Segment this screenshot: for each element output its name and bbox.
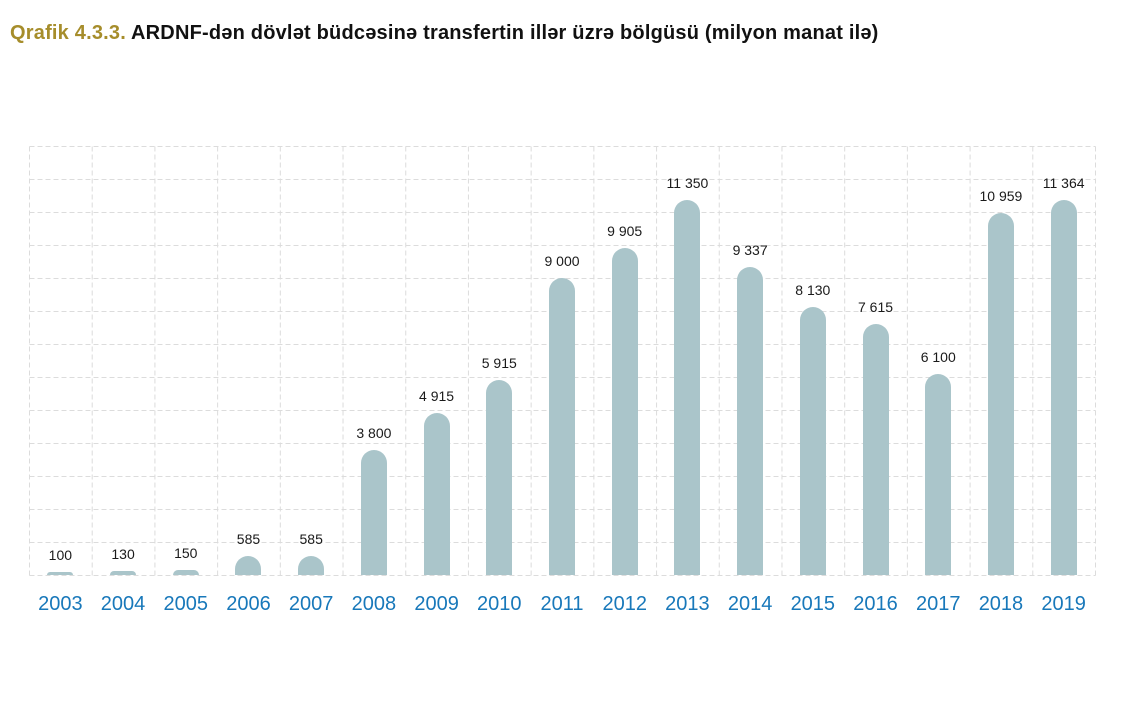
bar-2011 <box>549 278 575 575</box>
bar-value-2014: 9 337 <box>732 241 768 258</box>
x-axis-label-2010: 2010 <box>477 593 522 615</box>
bar-value-2013: 11 350 <box>666 175 709 192</box>
x-axis-label-2019: 2019 <box>1041 593 1086 615</box>
bar-value-2010: 5 915 <box>481 354 517 371</box>
x-axis-label-2005: 2005 <box>163 593 209 615</box>
bar-value-2003: 100 <box>48 546 73 563</box>
x-axis-label-2014: 2014 <box>727 593 773 615</box>
x-axis-label-2007: 2007 <box>288 593 334 615</box>
bar-2017 <box>925 373 952 575</box>
bar-2019 <box>1050 199 1077 575</box>
bar-2018 <box>987 213 1014 575</box>
bar-value-2015: 8 130 <box>795 281 831 298</box>
bar-2014 <box>737 266 764 575</box>
bar-value-2018: 10 959 <box>979 188 1023 205</box>
bar-2016 <box>862 323 889 575</box>
x-axis-label-2018: 2018 <box>978 593 1024 615</box>
bar-2004 <box>110 570 137 575</box>
x-axis-label-2016: 2016 <box>853 593 898 615</box>
x-axis-label-2006: 2006 <box>226 593 271 615</box>
bar-2007 <box>298 555 325 575</box>
chart-title-number: Qrafik 4.3.3. <box>10 22 126 44</box>
bar-value-2005: 150 <box>174 545 198 562</box>
bar-value-2008: 3 800 <box>356 424 392 441</box>
bar-2013 <box>674 200 701 575</box>
x-axis-label-2009: 2009 <box>414 593 459 615</box>
bar-2015 <box>799 306 826 575</box>
x-axis-label-2013: 2013 <box>665 593 710 615</box>
bar-value-2012: 9 905 <box>607 223 643 240</box>
bar-value-2007: 585 <box>299 530 323 547</box>
chart-title-text: ARDNF-dən dövlət büdcəsinə transfertin i… <box>126 22 879 44</box>
bar-2005 <box>172 570 199 575</box>
bar-value-2017: 6 100 <box>920 348 956 365</box>
bar-value-2019: 11 364 <box>1042 174 1085 191</box>
x-axis-label-2015: 2015 <box>790 593 836 615</box>
bar-value-2011: 9 000 <box>544 253 580 269</box>
bar-2006 <box>235 555 262 575</box>
bar-value-2004: 130 <box>111 545 135 562</box>
bar-2012 <box>611 248 638 575</box>
bar-2009 <box>423 412 450 575</box>
x-axis-label-2008: 2008 <box>351 593 397 615</box>
x-axis-label-2017: 2017 <box>915 593 961 615</box>
x-axis-label-2004: 2004 <box>100 593 146 615</box>
bar-2008 <box>360 449 387 575</box>
bar-value-2009: 4 915 <box>419 387 455 404</box>
bar-value-2006: 585 <box>236 530 261 547</box>
bar-value-2016: 7 615 <box>857 298 894 315</box>
chart-title: Qrafik 4.3.3. ARDNF-dən dövlət büdcəsinə… <box>10 22 879 45</box>
bar-2003 <box>47 571 74 575</box>
x-axis-label-2011: 2011 <box>540 593 584 615</box>
bar-2010 <box>486 379 513 575</box>
x-axis-label-2012: 2012 <box>602 593 647 615</box>
x-axis-label-2003: 2003 <box>38 593 83 615</box>
